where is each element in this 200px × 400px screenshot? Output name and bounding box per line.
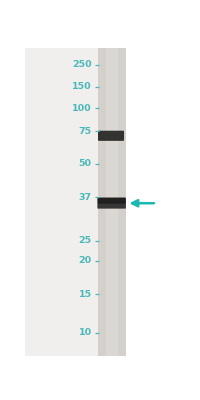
Text: 75: 75 [79, 127, 92, 136]
FancyBboxPatch shape [97, 203, 126, 209]
Text: 10: 10 [79, 328, 92, 338]
Bar [98, 48, 126, 356]
Text: 37: 37 [79, 193, 92, 202]
Text: 100: 100 [72, 104, 92, 112]
FancyBboxPatch shape [98, 131, 124, 141]
Text: 250: 250 [72, 60, 92, 70]
Bar [25, 48, 126, 356]
Text: 25: 25 [79, 236, 92, 245]
FancyBboxPatch shape [97, 198, 126, 203]
Text: 20: 20 [79, 256, 92, 265]
Text: 15: 15 [79, 290, 92, 299]
Bar [106, 48, 118, 356]
Text: 150: 150 [72, 82, 92, 91]
Text: 50: 50 [79, 159, 92, 168]
